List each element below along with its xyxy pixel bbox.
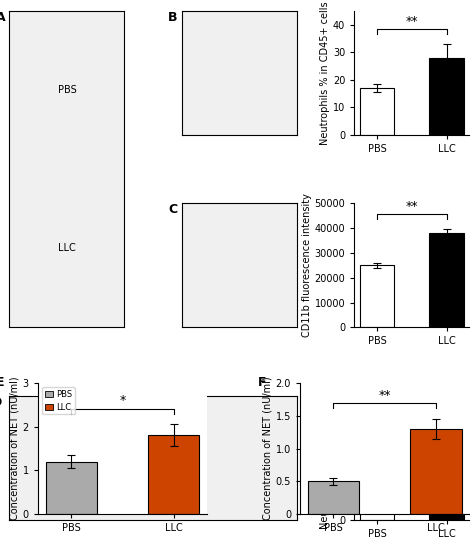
Text: **: ** [378,389,391,402]
Bar [308,481,359,514]
Text: F: F [258,376,266,389]
Bar [429,233,464,327]
Text: LLC: LLC [58,243,76,253]
Text: E: E [0,376,4,389]
Bar [360,88,394,135]
Text: *: * [119,394,126,408]
Text: B: B [168,11,178,24]
Y-axis label: Neutrophils % in CD45+ cells: Neutrophils % in CD45+ cells [320,1,330,145]
Bar [429,58,464,135]
Bar [46,462,97,514]
Bar [148,435,200,514]
Bar [410,429,462,514]
Legend: PBS, LLC: PBS, LLC [42,387,75,414]
Text: A: A [0,11,5,24]
Y-axis label: CD11b fluorescence intensity: CD11b fluorescence intensity [302,193,312,337]
Bar [429,441,464,520]
Text: **: ** [406,15,418,28]
Text: **: ** [406,391,418,404]
Text: **: ** [406,200,418,213]
Text: D: D [0,395,2,409]
Y-axis label: Concentration of NET (nU/ml): Concentration of NET (nU/ml) [263,377,273,520]
Bar [360,503,394,520]
Y-axis label: Concentration of NET (nU/ml): Concentration of NET (nU/ml) [10,377,20,520]
Text: PBS: PBS [57,85,76,95]
Bar [360,265,394,327]
Text: C: C [168,203,177,216]
Y-axis label: Neutrophils % in CD45+ cells: Neutrophils % in CD45+ cells [320,386,330,529]
